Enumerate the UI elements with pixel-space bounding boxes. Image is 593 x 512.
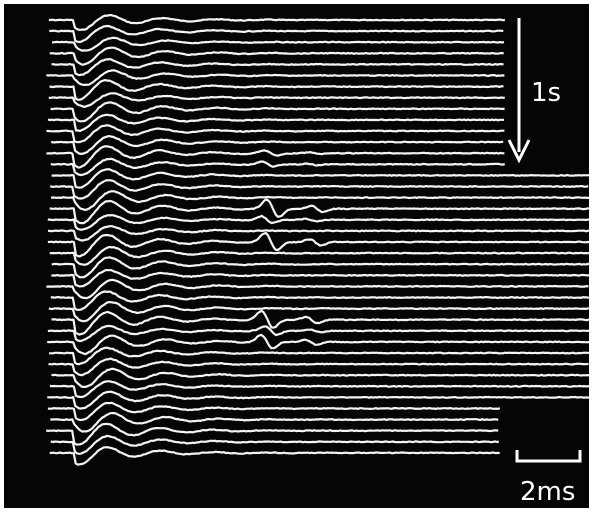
background	[4, 4, 589, 508]
vertical-scale-label: 1s	[531, 78, 561, 108]
figure: 1s 2ms	[0, 0, 593, 512]
page: 1s 2ms (() => { const data = JSON.parse(…	[0, 0, 593, 512]
horizontal-scale-label: 2ms	[520, 477, 575, 507]
